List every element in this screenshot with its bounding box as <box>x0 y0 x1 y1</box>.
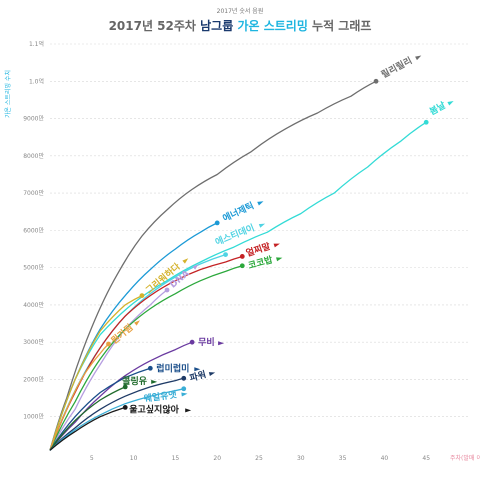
series-label-text: 에스티데이 <box>213 222 256 249</box>
title-prefix: 2017년 52주차 <box>109 18 201 33</box>
series-label: 럽미럽미 <box>156 362 201 374</box>
y-tick-label: 1.0억 <box>29 77 44 85</box>
series-label-text: 에너제틱 <box>221 199 256 224</box>
chart-title: 2017년 52주차 남그룹 가온 스트리밍 누적 그래프 <box>109 18 372 33</box>
series-end-marker <box>147 365 153 371</box>
series-label-text: 럽미럽미 <box>156 362 189 374</box>
y-tick-label: 4000만 <box>23 301 44 309</box>
x-tick-label: 30 <box>297 455 305 462</box>
series-label-text: 릴리릴리 <box>379 54 414 80</box>
series-line <box>49 265 243 451</box>
series-label: 울고싶지않아 <box>129 403 192 415</box>
series-end-marker <box>214 220 220 226</box>
series-lines <box>49 78 429 451</box>
label-arrow-icon <box>151 379 158 384</box>
series-label-text: 뭔가됨 <box>109 321 136 346</box>
grid <box>50 43 468 418</box>
series-label: 파워 <box>188 368 216 384</box>
label-arrow-icon <box>134 320 140 326</box>
x-tick-label: 10 <box>130 455 138 462</box>
title-group: 남그룹 <box>200 18 233 33</box>
y-tick-label: 5000만 <box>23 264 44 272</box>
series-line <box>49 377 184 451</box>
series-line <box>49 341 193 451</box>
axes: 1000만 2000만 3000만 4000만 5000만 6000만 7000만 8000만… <box>4 40 480 462</box>
title-suffix: 누적 그래프 <box>308 18 372 33</box>
y-axis-label: 가온 스트리밍 수치 <box>4 70 12 118</box>
series-label-text: 울고싶지않아 <box>129 403 179 415</box>
series-line <box>49 386 126 451</box>
x-tick-label: 25 <box>255 455 263 462</box>
series-label: 뭔가됨 <box>109 320 140 347</box>
label-arrow-icon <box>208 372 216 377</box>
y-tick-label: 7000만 <box>23 189 44 197</box>
y-tick-label: 6000만 <box>23 226 44 234</box>
series-end-marker <box>423 119 429 125</box>
series-label: 봄날 <box>427 99 454 118</box>
label-arrow-icon <box>181 392 188 397</box>
label-arrow-icon <box>258 223 266 228</box>
chart-top-label: 2017년 숫서 음원 <box>217 7 264 15</box>
series-end-marker <box>189 339 195 345</box>
label-arrow-icon <box>273 243 280 248</box>
series-line <box>49 289 168 451</box>
label-arrow-icon <box>194 367 201 372</box>
label-arrow-icon <box>415 55 422 61</box>
series-label: 릴리릴리 <box>379 54 422 81</box>
series-label: 에너제틱 <box>221 199 264 224</box>
series-label: 콜링유 <box>122 375 158 387</box>
series-line <box>49 121 427 451</box>
y-tick-label: 1.1억 <box>29 40 44 48</box>
x-tick-label: 45 <box>422 455 430 462</box>
x-tick-label: 35 <box>339 455 347 462</box>
x-tick-label: 15 <box>172 455 180 462</box>
series-line <box>49 388 184 451</box>
series-end-marker <box>239 254 245 259</box>
series-end-marker <box>239 263 245 269</box>
y-tick-label: 1000만 <box>23 413 44 421</box>
series-end-marker <box>181 375 187 381</box>
series-label-text: 무비 <box>198 336 215 348</box>
series-label-text: 콜링유 <box>122 375 147 387</box>
series-line <box>49 295 143 451</box>
series-line <box>49 367 151 451</box>
series-end-marker <box>181 386 187 392</box>
x-tick-label: 5 <box>90 455 94 462</box>
label-arrow-icon <box>182 258 189 264</box>
y-tick-label: 8000만 <box>23 152 44 160</box>
y-tick-label: 2000만 <box>23 375 44 383</box>
x-tick-label: 40 <box>381 455 389 462</box>
label-arrow-icon <box>218 341 225 346</box>
series-end-marker <box>122 405 128 410</box>
series-end-marker <box>122 384 128 390</box>
series-line <box>49 80 377 451</box>
series-end-marker <box>139 293 145 298</box>
title-mid: 가온 스트리밍 <box>233 18 308 33</box>
series-end-marker <box>164 287 170 293</box>
label-arrow-icon <box>257 201 264 206</box>
series-line <box>49 343 109 451</box>
y-tick-label: 9000만 <box>23 115 44 123</box>
label-arrow-icon <box>185 408 192 413</box>
y-tick-label: 3000만 <box>23 338 44 346</box>
label-arrow-icon <box>192 264 199 270</box>
series-end-marker <box>106 341 111 347</box>
series-label: 무비 <box>198 336 225 348</box>
x-axis-label: 주차(발매 이후) <box>450 454 480 462</box>
x-tick-label: 20 <box>213 455 221 462</box>
series-label-text: 봄날 <box>427 99 448 118</box>
series-line <box>49 406 126 451</box>
series-label-text: 웨얼유앳 <box>143 388 177 404</box>
label-arrow-icon <box>447 100 454 106</box>
series-end-marker <box>373 78 379 84</box>
series-label: 얼찌말 <box>244 240 280 259</box>
series-label-text: 파워 <box>188 368 207 384</box>
series-end-marker <box>223 252 228 257</box>
label-arrow-icon <box>276 257 283 262</box>
series-line <box>49 255 243 451</box>
